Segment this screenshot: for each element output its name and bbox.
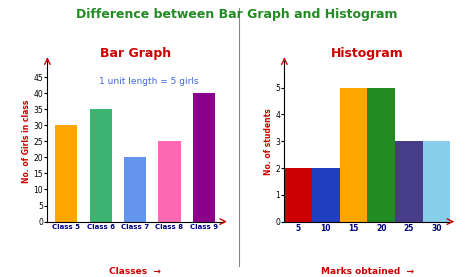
Text: Marks obtained  →: Marks obtained → — [321, 266, 414, 276]
Bar — [284, 168, 312, 222]
Bar — [367, 88, 395, 222]
Title: Bar Graph: Bar Graph — [100, 47, 171, 60]
Bar — [124, 157, 146, 222]
Bar — [423, 141, 450, 222]
Y-axis label: No. of students: No. of students — [264, 108, 273, 175]
Title: Histogram: Histogram — [331, 47, 404, 60]
Text: Difference between Bar Graph and Histogram: Difference between Bar Graph and Histogr… — [76, 8, 398, 21]
Bar — [55, 125, 77, 222]
Bar — [90, 109, 112, 222]
Bar — [395, 141, 423, 222]
Text: Classes  →: Classes → — [109, 266, 161, 276]
Bar — [340, 88, 367, 222]
Bar — [158, 141, 181, 222]
Bar — [312, 168, 340, 222]
Y-axis label: No. of Girls in class: No. of Girls in class — [22, 100, 31, 183]
Text: 1 unit length = 5 girls: 1 unit length = 5 girls — [100, 77, 199, 86]
Bar — [193, 93, 215, 222]
